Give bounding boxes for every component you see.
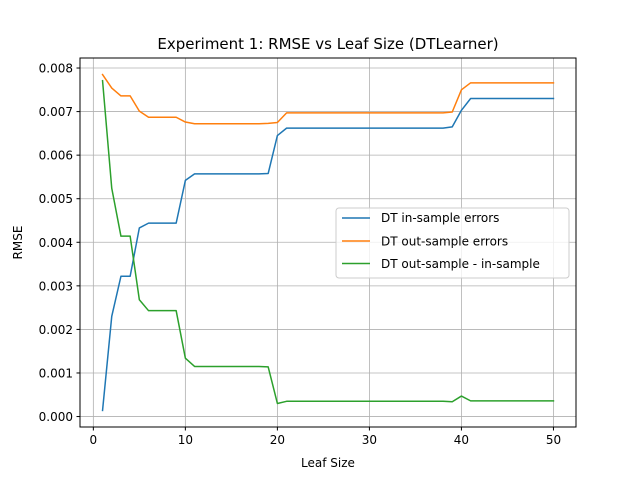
legend-label-difference: DT out-sample - in-sample [381, 257, 540, 271]
x-tick-label: 50 [546, 433, 561, 447]
x-axis-ticks: 0 10 20 30 40 50 [90, 427, 561, 447]
series-line-difference [101, 79, 555, 405]
y-tick-label: 0.002 [39, 323, 73, 337]
y-tick-label: 0.007 [39, 105, 73, 119]
legend-label-in-sample: DT in-sample errors [381, 211, 499, 225]
x-tick-label: 0 [90, 433, 98, 447]
y-axis-label: RMSE [11, 226, 25, 260]
y-tick-label: 0.003 [39, 279, 73, 293]
legend-frame [335, 207, 570, 279]
y-tick-label: 0.001 [39, 366, 73, 380]
y-axis-ticks: 0.000 0.001 0.002 0.003 0.004 0.005 0.006 0.007… [39, 62, 80, 424]
y-tick-label: 0.004 [39, 236, 73, 250]
x-tick-label: 10 [178, 433, 193, 447]
x-axis-label: Leaf Size [301, 456, 355, 470]
y-tick-label: 0.008 [39, 62, 73, 76]
y-tick-label: 0.005 [39, 192, 73, 206]
legend: DT in-sample errors DT out-sample errors… [335, 207, 570, 279]
x-tick-label: 20 [270, 433, 285, 447]
y-tick-label: 0.006 [39, 149, 73, 163]
x-tick-label: 30 [362, 433, 377, 447]
series-line-out-sample [101, 73, 555, 125]
legend-label-out-sample: DT out-sample errors [381, 235, 508, 249]
series-line-in-sample [101, 97, 555, 412]
series-lines [101, 73, 555, 412]
x-tick-label: 40 [454, 433, 469, 447]
y-tick-label: 0.000 [39, 410, 73, 424]
chart-title: Experiment 1: RMSE vs Leaf Size (DTLearn… [157, 35, 498, 53]
